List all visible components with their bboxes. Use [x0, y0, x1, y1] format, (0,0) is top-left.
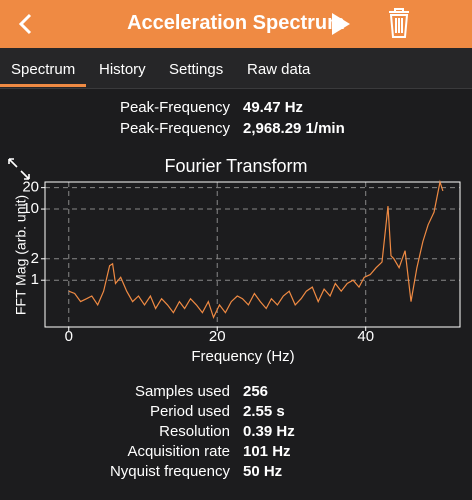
back-button[interactable] — [10, 0, 40, 48]
chart: Fourier Transform Frequency (Hz) FFT Mag… — [8, 156, 461, 365]
x-tick-label: 40 — [357, 328, 374, 345]
play-button[interactable] — [326, 0, 356, 48]
header-title: Acceleration Spectrum — [127, 12, 345, 34]
stat-label: Samples used — [134, 383, 230, 400]
header-bar: Acceleration Spectrum — [0, 0, 472, 48]
peak-value: 2,968.29 1/min — [243, 120, 345, 137]
spectrum-line — [68, 179, 444, 320]
stat-value: 256 — [243, 383, 269, 400]
plot-frame — [44, 181, 461, 328]
y-tick-label: 2 — [31, 250, 39, 267]
peak-value: 49.47 Hz — [243, 99, 304, 116]
tab-bar: Spectrum History Settings Raw data — [0, 48, 472, 89]
y-tick-label: 20 — [22, 179, 39, 196]
y-tick-label: 10 — [22, 200, 39, 217]
tab[interactable]: History — [99, 61, 146, 78]
stat-value: 101 Hz — [243, 443, 291, 460]
y-tick-label: 1 — [31, 271, 39, 288]
y-axis-label: FFT Mag (arb. unit) — [13, 195, 29, 315]
tab[interactable]: Settings — [169, 61, 224, 78]
stat-label: Nyquist frequency — [109, 463, 230, 480]
stat-label: Period used — [149, 403, 230, 420]
delete-button[interactable] — [384, 0, 414, 48]
peak-label: Peak-Frequency — [119, 120, 230, 137]
peak-label: Peak-Frequency — [119, 99, 230, 116]
tab[interactable]: Raw data — [247, 61, 311, 78]
stat-value: 0.39 Hz — [243, 423, 295, 440]
stat-label: Resolution — [159, 423, 230, 440]
x-tick-label: 0 — [65, 328, 73, 345]
active-tab-indicator — [0, 84, 86, 87]
x-tick-label: 20 — [209, 328, 226, 345]
stat-value: 2.55 s — [243, 403, 285, 420]
stat-value: 50 Hz — [243, 463, 283, 480]
stat-label: Acquisition rate — [127, 443, 230, 460]
chart-title: Fourier Transform — [164, 156, 307, 176]
expand-icon[interactable] — [8, 158, 30, 180]
x-axis-label: Frequency (Hz) — [191, 348, 294, 365]
tab[interactable]: Spectrum — [11, 61, 76, 78]
